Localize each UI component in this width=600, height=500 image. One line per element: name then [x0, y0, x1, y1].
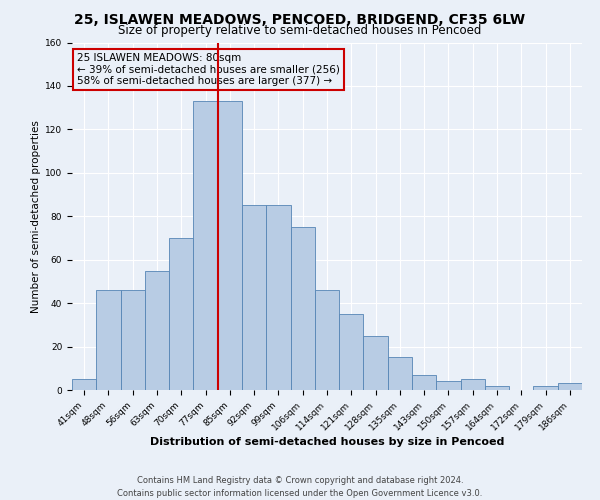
Bar: [315, 290, 339, 390]
Bar: [242, 206, 266, 390]
Text: Contains HM Land Registry data © Crown copyright and database right 2024.
Contai: Contains HM Land Registry data © Crown c…: [118, 476, 482, 498]
Bar: [339, 314, 364, 390]
Bar: [364, 336, 388, 390]
Bar: [193, 101, 218, 390]
Bar: [169, 238, 193, 390]
Text: 25, ISLAWEN MEADOWS, PENCOED, BRIDGEND, CF35 6LW: 25, ISLAWEN MEADOWS, PENCOED, BRIDGEND, …: [74, 12, 526, 26]
Y-axis label: Number of semi-detached properties: Number of semi-detached properties: [31, 120, 41, 312]
X-axis label: Distribution of semi-detached houses by size in Pencoed: Distribution of semi-detached houses by …: [150, 438, 504, 448]
Bar: [412, 375, 436, 390]
Bar: [533, 386, 558, 390]
Bar: [388, 358, 412, 390]
Bar: [145, 270, 169, 390]
Bar: [461, 379, 485, 390]
Bar: [218, 101, 242, 390]
Bar: [436, 382, 461, 390]
Bar: [96, 290, 121, 390]
Bar: [290, 227, 315, 390]
Text: 25 ISLAWEN MEADOWS: 80sqm
← 39% of semi-detached houses are smaller (256)
58% of: 25 ISLAWEN MEADOWS: 80sqm ← 39% of semi-…: [77, 53, 340, 86]
Text: Size of property relative to semi-detached houses in Pencoed: Size of property relative to semi-detach…: [118, 24, 482, 37]
Bar: [266, 206, 290, 390]
Bar: [72, 379, 96, 390]
Bar: [485, 386, 509, 390]
Bar: [558, 384, 582, 390]
Bar: [121, 290, 145, 390]
